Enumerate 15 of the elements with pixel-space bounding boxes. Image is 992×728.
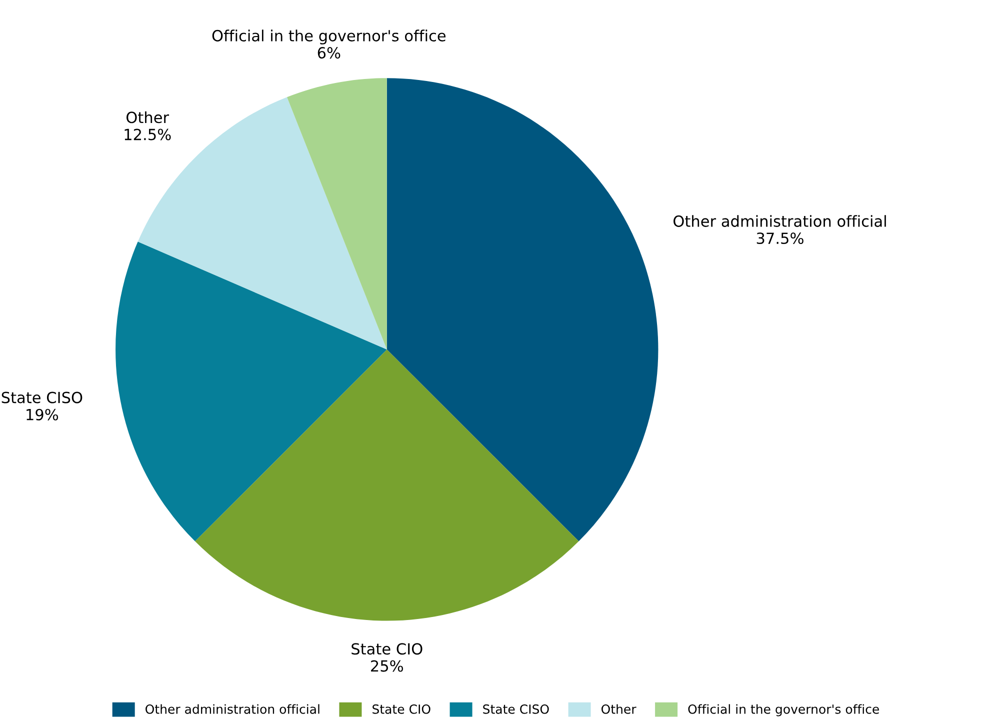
data-label: 12.5% [124, 128, 171, 140]
legend-label: Official in the governor's office [688, 704, 879, 716]
data-label: 6% [318, 47, 340, 59]
slice-label: State CIO [352, 643, 422, 655]
data-label: 25% [371, 660, 404, 672]
slice-label: Other [126, 111, 170, 124]
data-label: 19% [26, 408, 58, 420]
slice-label: Other administration official [674, 215, 886, 227]
data-label: 37.5% [756, 232, 804, 244]
legend-label: State CISO [483, 704, 549, 714]
slice-label: State CISO [2, 392, 82, 404]
slice-label: Official in the governor's office [212, 30, 446, 44]
legend-label: State CIO [372, 704, 430, 714]
legend-label: Other administration official [146, 704, 320, 714]
legend-label: Other [601, 704, 636, 714]
